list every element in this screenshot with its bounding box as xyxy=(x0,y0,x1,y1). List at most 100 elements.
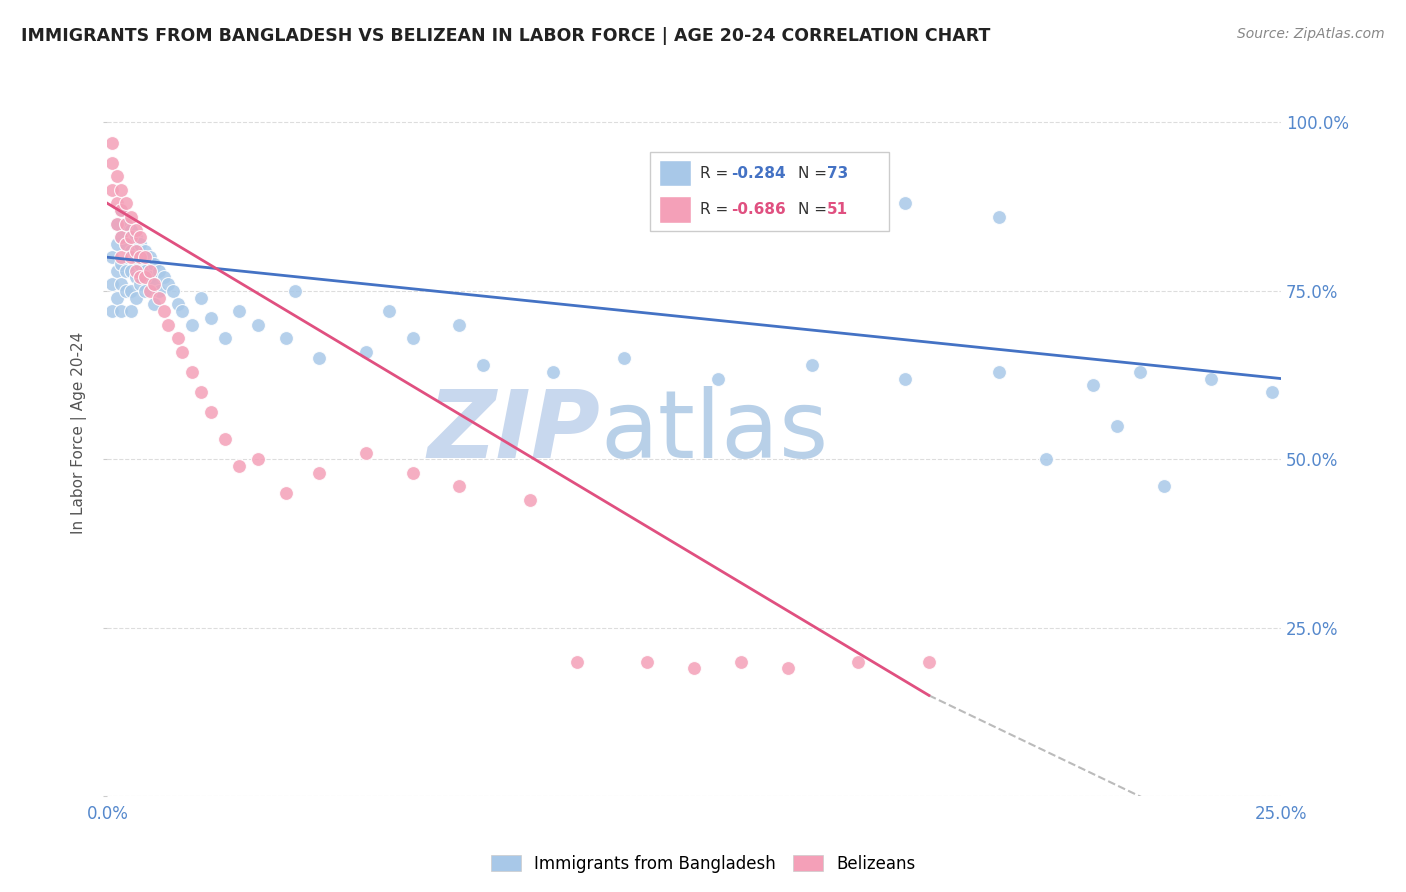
Point xyxy=(148,284,170,298)
Point xyxy=(172,344,194,359)
Point xyxy=(543,365,565,379)
Point xyxy=(120,304,142,318)
Point xyxy=(214,432,236,446)
Text: Source: ZipAtlas.com: Source: ZipAtlas.com xyxy=(1237,27,1385,41)
Text: R =: R = xyxy=(700,166,733,180)
Point xyxy=(894,371,917,385)
Point xyxy=(120,210,142,224)
Text: R =: R = xyxy=(700,202,733,217)
Point xyxy=(115,236,138,251)
Y-axis label: In Labor Force | Age 20-24: In Labor Force | Age 20-24 xyxy=(72,331,87,533)
Point xyxy=(683,661,706,675)
Point xyxy=(1260,385,1282,400)
Point xyxy=(152,304,174,318)
Point xyxy=(105,236,128,251)
Point xyxy=(115,217,138,231)
Text: -0.686: -0.686 xyxy=(731,202,786,217)
Text: IMMIGRANTS FROM BANGLADESH VS BELIZEAN IN LABOR FORCE | AGE 20-24 CORRELATION CH: IMMIGRANTS FROM BANGLADESH VS BELIZEAN I… xyxy=(21,27,990,45)
Point xyxy=(636,655,658,669)
Point xyxy=(449,318,471,332)
Point xyxy=(274,486,297,500)
Point xyxy=(115,264,138,278)
Point xyxy=(138,284,160,298)
Point xyxy=(143,277,166,292)
Text: atlas: atlas xyxy=(600,386,828,478)
Point xyxy=(378,304,401,318)
Point xyxy=(200,405,222,419)
Point xyxy=(115,284,138,298)
Point xyxy=(134,244,156,258)
Point xyxy=(228,459,250,474)
Point xyxy=(105,217,128,231)
Point xyxy=(129,257,152,271)
Point xyxy=(110,230,132,244)
Point xyxy=(120,264,142,278)
Point xyxy=(110,304,132,318)
Point xyxy=(129,236,152,251)
Point xyxy=(120,284,142,298)
Point xyxy=(101,304,124,318)
Point xyxy=(706,371,728,385)
Point xyxy=(115,196,138,211)
Point xyxy=(519,492,541,507)
Point xyxy=(848,655,870,669)
Point xyxy=(134,270,156,285)
Point xyxy=(1199,371,1222,385)
Point xyxy=(105,196,128,211)
Point xyxy=(166,297,188,311)
Point xyxy=(110,257,132,271)
Point xyxy=(129,230,152,244)
Point xyxy=(471,358,494,372)
Point xyxy=(449,479,471,493)
Point xyxy=(800,358,823,372)
Point xyxy=(401,466,423,480)
Point xyxy=(138,250,160,264)
Point xyxy=(105,291,128,305)
Point xyxy=(1035,452,1057,467)
Point xyxy=(143,297,166,311)
Point xyxy=(138,264,160,278)
FancyBboxPatch shape xyxy=(659,160,690,186)
Point xyxy=(157,277,180,292)
Point xyxy=(110,202,132,217)
Point xyxy=(152,270,174,285)
Point xyxy=(354,344,377,359)
Point xyxy=(148,264,170,278)
Point xyxy=(101,277,124,292)
Text: N =: N = xyxy=(799,166,832,180)
Point xyxy=(110,277,132,292)
Point xyxy=(110,250,132,264)
Point xyxy=(120,250,142,264)
Point xyxy=(214,331,236,345)
FancyBboxPatch shape xyxy=(650,152,890,231)
Point xyxy=(776,661,799,675)
Point xyxy=(190,291,212,305)
Text: 73: 73 xyxy=(827,166,848,180)
Point xyxy=(134,284,156,298)
Point xyxy=(124,230,146,244)
Point xyxy=(1129,365,1152,379)
Point xyxy=(124,291,146,305)
Point xyxy=(101,136,124,150)
Point xyxy=(120,223,142,237)
Point xyxy=(124,250,146,264)
Point xyxy=(129,250,152,264)
Point xyxy=(124,264,146,278)
Point xyxy=(190,385,212,400)
Point xyxy=(730,655,752,669)
Point xyxy=(180,318,202,332)
Text: 51: 51 xyxy=(827,202,848,217)
Point xyxy=(284,284,307,298)
Point xyxy=(162,284,184,298)
Text: N =: N = xyxy=(799,202,832,217)
Point xyxy=(143,277,166,292)
Point xyxy=(157,318,180,332)
Point xyxy=(988,365,1011,379)
Point xyxy=(308,351,330,366)
Point xyxy=(105,217,128,231)
Point xyxy=(613,351,636,366)
Point xyxy=(138,270,160,285)
Point xyxy=(120,244,142,258)
Point xyxy=(115,236,138,251)
Point xyxy=(894,196,917,211)
